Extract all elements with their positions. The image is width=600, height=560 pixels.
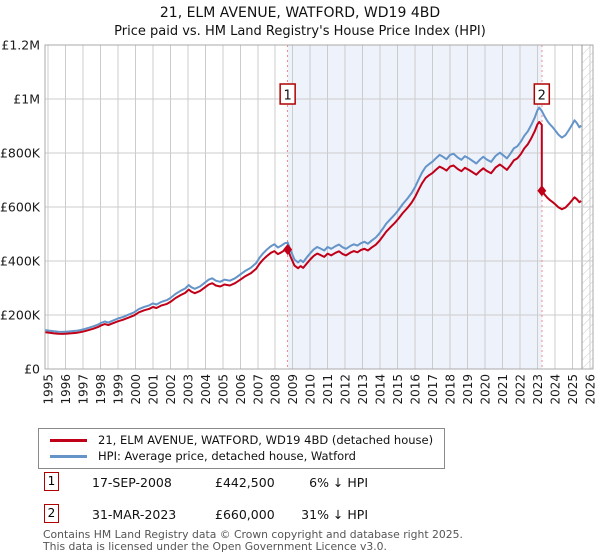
sale-date: 31-MAR-2023 xyxy=(92,507,177,522)
x-axis-label: 2003 xyxy=(181,374,195,405)
x-axis-label: 2009 xyxy=(286,374,300,405)
hpi-line-swatch xyxy=(50,454,87,458)
price-paid-line xyxy=(45,120,582,335)
page-subtitle: Price paid vs. HM Land Registry's House … xyxy=(114,24,486,39)
price-line-swatch xyxy=(50,438,87,442)
x-axis-label: 2000 xyxy=(129,374,143,405)
sale-point-1 xyxy=(283,244,293,256)
legend-item: 21, ELM AVENUE, WATFORD, WD19 4BD (detac… xyxy=(39,432,444,448)
sale-vs-hpi: 31% ↓ HPI xyxy=(301,507,368,522)
sale-flag-2: 2 xyxy=(44,504,59,523)
x-axis-label: 1996 xyxy=(59,374,73,405)
y-axis-label: £400K xyxy=(0,254,41,269)
x-axis-label: 2019 xyxy=(461,374,475,405)
x-axis-label: 2013 xyxy=(356,374,370,405)
legend: 21, ELM AVENUE, WATFORD, WD19 4BD (detac… xyxy=(38,428,445,469)
sale-date: 17-SEP-2008 xyxy=(92,475,172,490)
x-axis-label: 2015 xyxy=(391,374,405,405)
sale-vs-hpi: 6% ↓ HPI xyxy=(309,475,368,490)
x-axis-label: 2001 xyxy=(146,374,160,405)
sale-flag-number: 2 xyxy=(538,89,546,104)
sale-flag-number: 1 xyxy=(284,89,292,104)
legend-label: HPI: Average price, detached house, Watf… xyxy=(98,449,356,463)
x-axis-label: 1998 xyxy=(94,374,108,405)
x-axis-label: 2005 xyxy=(216,374,230,405)
x-axis-label: 2016 xyxy=(409,374,423,405)
y-axis-label: £0 xyxy=(24,362,40,377)
x-axis-label: 1999 xyxy=(111,374,125,405)
annotation-row-1: 1 17-SEP-2008 £442,500 6% ↓ HPI xyxy=(0,472,600,494)
x-axis-label: 2021 xyxy=(496,374,510,405)
footer-line-1: Contains HM Land Registry data © Crown c… xyxy=(43,528,463,541)
y-axis-label: £1.2M xyxy=(1,38,40,53)
x-axis-label: 2014 xyxy=(374,374,388,405)
legend-label: 21, ELM AVENUE, WATFORD, WD19 4BD (detac… xyxy=(98,433,434,447)
page-title: 21, ELM AVENUE, WATFORD, WD19 4BD xyxy=(159,5,441,21)
x-axis-label: 2011 xyxy=(321,374,335,405)
x-axis-label: 2002 xyxy=(164,374,178,405)
sale-flag-marker-1 xyxy=(279,83,296,105)
y-axis-label: £600K xyxy=(0,200,41,215)
hpi-line xyxy=(45,106,582,333)
x-axis-label: 2022 xyxy=(513,374,527,405)
x-axis-label: 2010 xyxy=(304,374,318,405)
x-axis-label: 2018 xyxy=(444,374,458,405)
footer-line-2: This data is licensed under the Open Gov… xyxy=(43,539,387,553)
y-axis-label: £200K xyxy=(0,308,41,323)
x-axis-label: 2006 xyxy=(234,374,248,405)
legend-item: HPI: Average price, detached house, Watf… xyxy=(39,448,444,464)
y-axis-label: £1M xyxy=(13,92,40,107)
x-axis-label: 2023 xyxy=(531,374,545,405)
sale-price: £442,500 xyxy=(215,475,275,490)
annotation-row-2: 2 31-MAR-2023 £660,000 31% ↓ HPI xyxy=(0,504,600,526)
y-axis-label: £800K xyxy=(0,146,41,161)
sale-flag-marker-2 xyxy=(533,83,551,105)
sale-price: £660,000 xyxy=(215,507,275,522)
x-axis-label: 2004 xyxy=(199,374,213,405)
x-axis-label: 2025 xyxy=(566,374,580,405)
x-axis-label: 2012 xyxy=(339,374,353,405)
sale-point-2 xyxy=(537,185,547,197)
x-axis-label: 1995 xyxy=(42,374,56,405)
x-axis-label: 2017 xyxy=(426,374,440,405)
x-axis-label: 2007 xyxy=(251,374,265,405)
x-axis-label: 1997 xyxy=(76,374,90,405)
sale-flag-1: 1 xyxy=(44,472,59,491)
x-axis-label: 2008 xyxy=(269,374,283,405)
x-axis-label: 2020 xyxy=(479,374,493,405)
x-axis-label: 2026 xyxy=(583,374,597,405)
x-axis-label: 2024 xyxy=(548,374,562,405)
footer: Contains HM Land Registry data © Crown c… xyxy=(43,529,463,552)
